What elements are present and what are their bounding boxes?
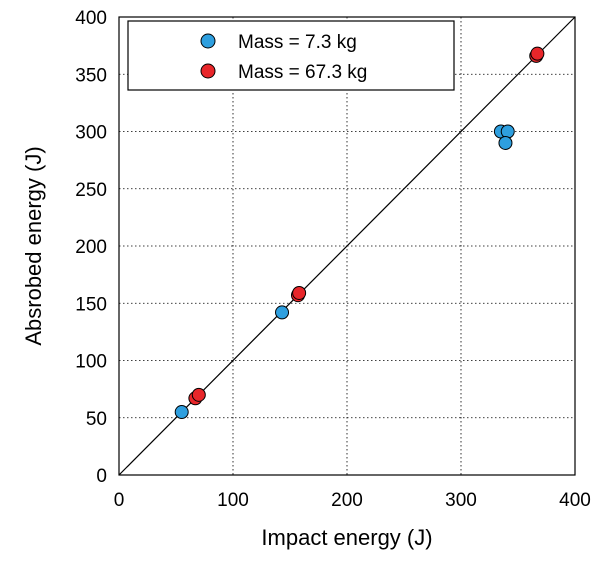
data-point <box>276 306 289 319</box>
legend-label: Mass = 7.3 kg <box>238 32 357 53</box>
y-tick-label: 350 <box>75 65 107 86</box>
y-tick-label: 300 <box>75 123 107 144</box>
y-tick-label: 150 <box>75 294 107 315</box>
legend: Mass = 7.3 kg Mass = 67.3 kg <box>128 21 454 90</box>
x-tick-label: 400 <box>559 490 591 511</box>
x-tick-label: 200 <box>331 490 363 511</box>
legend-marker <box>201 64 215 78</box>
y-tick-label: 250 <box>75 180 107 201</box>
data-point <box>192 388 205 401</box>
data-point <box>531 47 544 60</box>
y-tick-label: 400 <box>75 8 107 29</box>
x-tick-label: 300 <box>445 490 477 511</box>
y-tick-label: 0 <box>96 466 107 487</box>
x-tick-label: 0 <box>114 490 125 511</box>
data-point <box>501 125 514 138</box>
x-axis-title: Impact energy (J) <box>261 525 432 550</box>
data-point <box>499 136 512 149</box>
y-tick-label: 200 <box>75 237 107 258</box>
x-tick-label: 100 <box>217 490 249 511</box>
y-axis-title: Absrobed energy (J) <box>21 146 46 345</box>
y-tick-label: 100 <box>75 352 107 373</box>
y-tick-label: 50 <box>86 409 107 430</box>
legend-label: Mass = 67.3 kg <box>238 62 367 83</box>
data-point <box>293 286 306 299</box>
data-point <box>175 406 188 419</box>
legend-marker <box>201 34 215 48</box>
